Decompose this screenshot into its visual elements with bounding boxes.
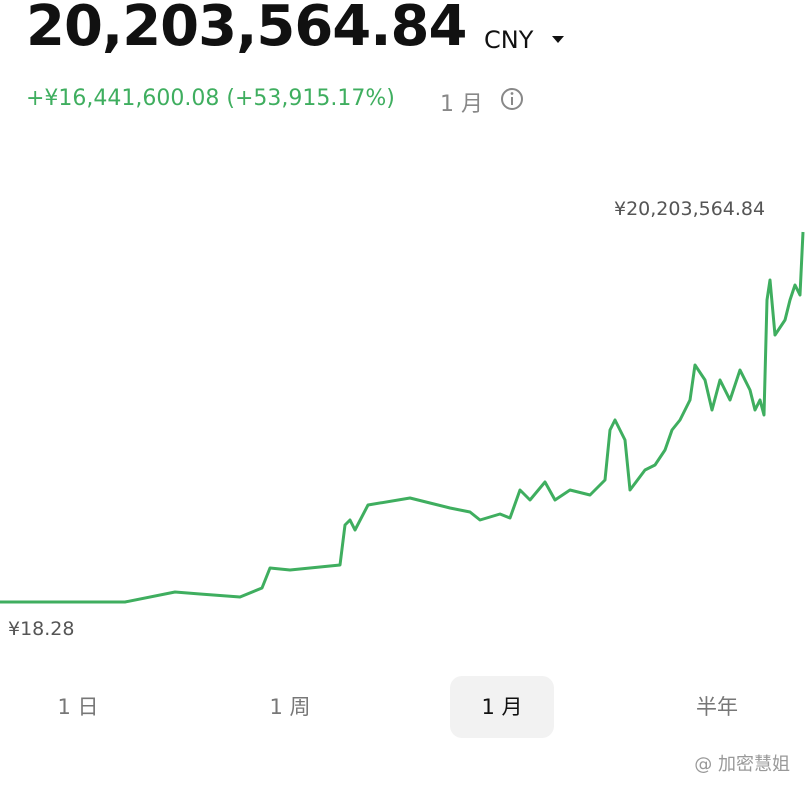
- caret[interactable]: [552, 36, 564, 43]
- high-label: ¥20,203,564.84: [614, 198, 766, 220]
- tab[interactable]: 1 周: [269, 695, 311, 719]
- low-label: ¥18.28: [8, 618, 75, 640]
- currency-selector[interactable]: CNY: [484, 26, 534, 54]
- period: 1 月: [440, 92, 483, 117]
- tab[interactable]: 1 日: [57, 695, 99, 719]
- tab[interactable]: 半年: [696, 695, 738, 719]
- watermark: @ 加密慧姐: [694, 754, 790, 775]
- info-icon[interactable]: [500, 87, 524, 111]
- balance: 20,203,564.84: [26, 0, 467, 59]
- tab-selected[interactable]: 1 月: [450, 676, 554, 738]
- change: +¥16,441,600.08 (+53,915.17%): [26, 86, 395, 111]
- price-line: [0, 231, 805, 604]
